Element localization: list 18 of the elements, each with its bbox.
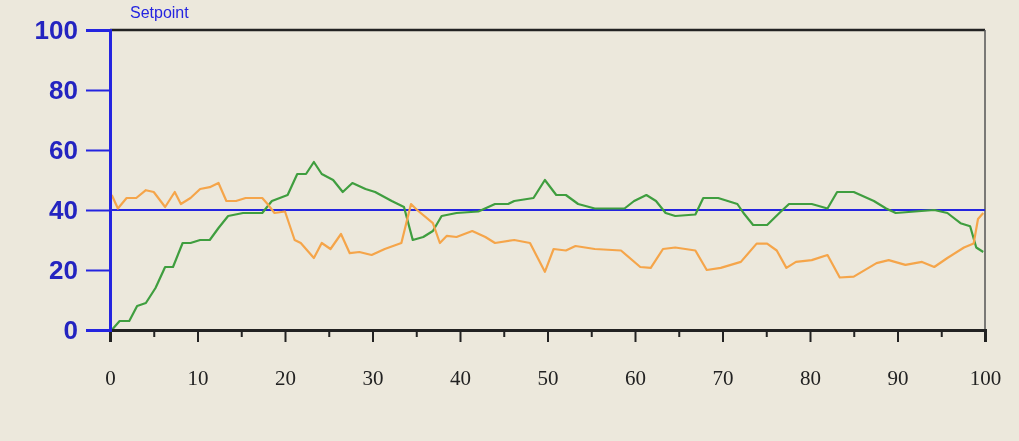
- x-tick-label: 30: [362, 365, 384, 390]
- x-tick-label: 70: [712, 365, 734, 390]
- x-tick-label: 40: [450, 365, 471, 390]
- x-tick-label: 0: [105, 365, 116, 390]
- y-tick-label: 20: [49, 254, 78, 285]
- x-tick-label: 90: [887, 365, 909, 390]
- x-tick-label: 20: [275, 365, 296, 390]
- x-tick-label: 60: [625, 365, 646, 390]
- x-tick-label: 50: [537, 365, 559, 390]
- x-tick-label: 100: [969, 365, 1002, 390]
- y-tick-label: 100: [34, 14, 78, 45]
- y-tick-label: 80: [49, 74, 78, 105]
- x-tick-label: 80: [800, 365, 821, 390]
- y-tick-label: 0: [63, 314, 78, 345]
- ref-line-label: Setpoint: [130, 4, 190, 21]
- y-tick-label: 40: [49, 194, 78, 225]
- y-tick-label: 60: [49, 134, 78, 165]
- x-tick-label: 10: [187, 365, 209, 390]
